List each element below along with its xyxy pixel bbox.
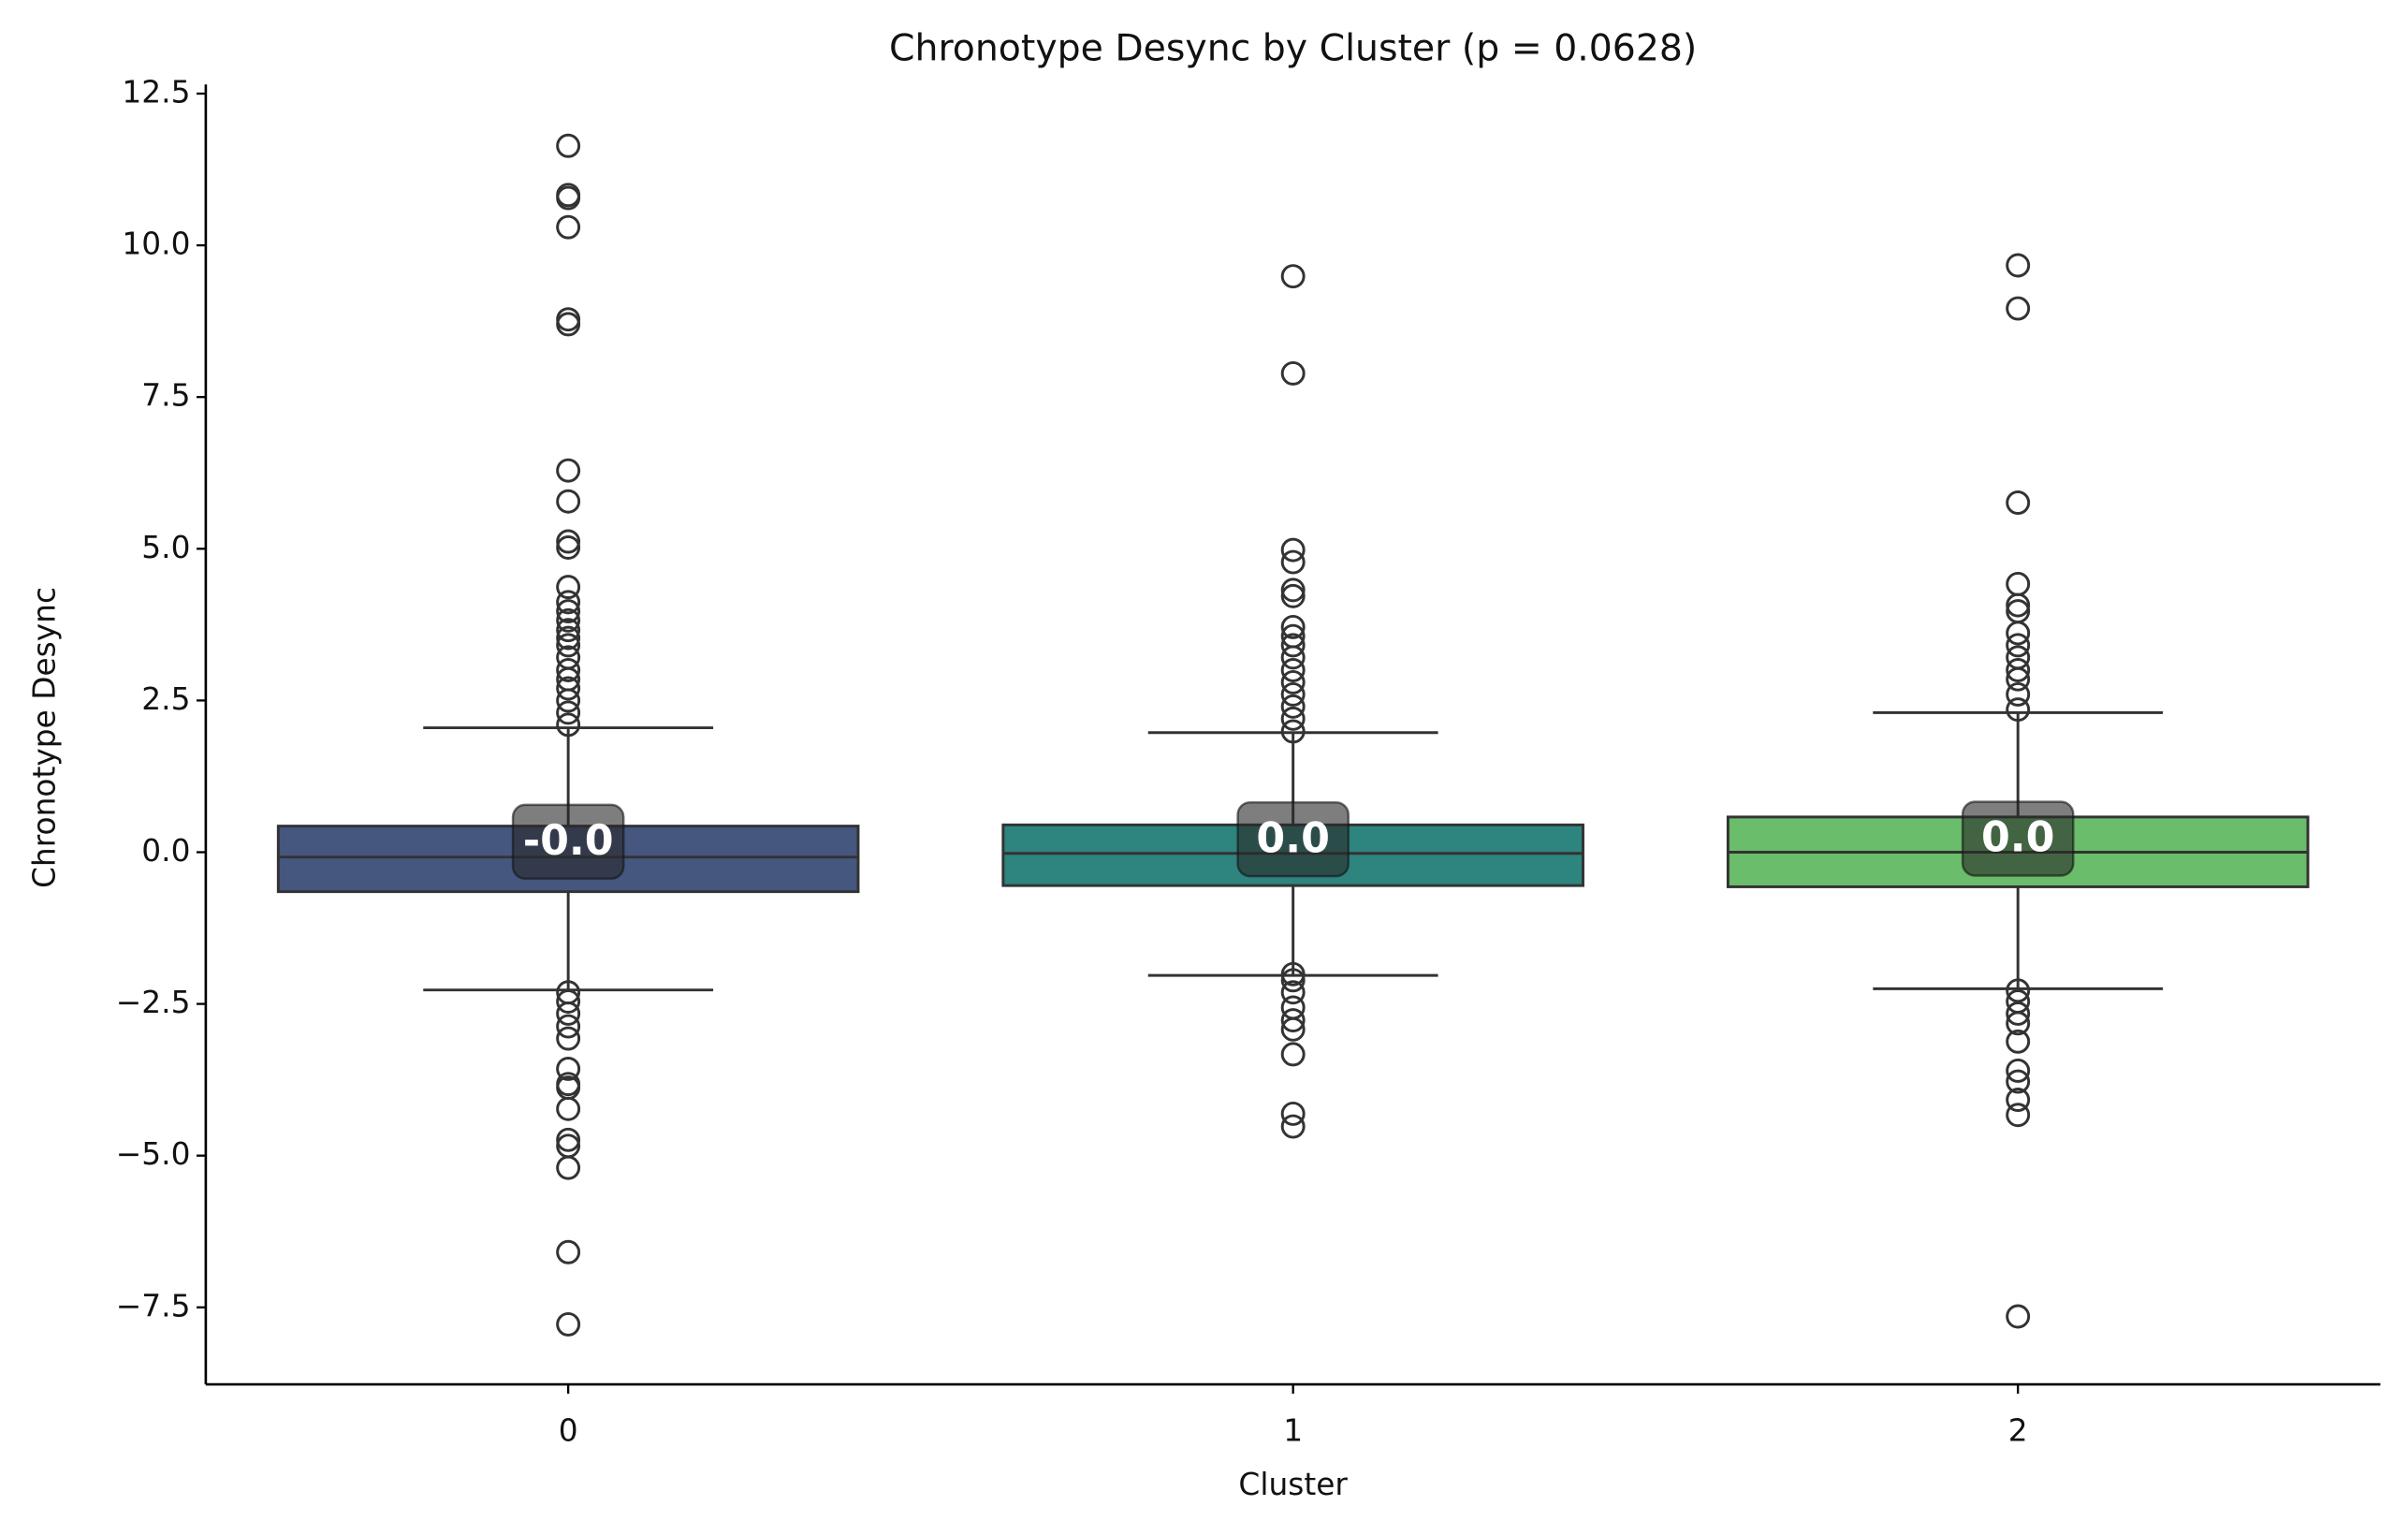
x-tick-label: 1 [1283,1413,1303,1449]
outlier [556,1155,581,1180]
y-tick-label: 7.5 [141,378,190,414]
outlier [1280,645,1306,670]
outlier [556,599,581,624]
y-tick-label: −5.0 [116,1136,191,1172]
outlier [2006,490,2031,515]
outlier [2006,1029,2031,1054]
outlier [1280,995,1306,1020]
outlier [1280,1042,1306,1067]
outlier [2006,658,2031,682]
y-tick-label: 5.0 [141,530,190,565]
outlier [1280,549,1306,575]
outlier [2006,1103,2031,1128]
outlier [1280,264,1306,289]
label-box [1236,801,1350,878]
x-tick-label: 2 [2008,1413,2028,1449]
outlier [556,1127,581,1152]
outlier [2006,296,2031,321]
outlier [556,1056,581,1081]
outlier [1280,968,1306,993]
outlier [2006,571,2031,596]
outlier [556,185,581,211]
outlier [1280,1101,1306,1126]
outlier [556,618,581,643]
y-tick-label: 10.0 [122,227,190,262]
outlier [556,633,581,658]
y-axis-label: Chronotype Desync [27,587,63,888]
outlier [1280,360,1306,386]
outlier [556,1311,581,1337]
y-tick-label: −7.5 [116,1288,191,1323]
outlier [2006,1088,2031,1112]
outlier [1280,669,1306,694]
outlier [1280,583,1306,608]
outlier [2006,978,2031,1003]
outlier [556,312,581,337]
outlier [556,575,581,600]
outlier [1280,1008,1306,1033]
outlier [556,1014,581,1039]
y-tick-label: 12.5 [122,75,190,110]
outlier [556,658,581,682]
y-tick-label: 2.5 [141,681,190,717]
outlier [556,307,581,332]
outlier [1280,1114,1306,1139]
outlier [1280,694,1306,719]
outlier [556,688,581,713]
outlier [556,535,581,560]
outlier [556,529,581,554]
value-label: 0.0 [1256,814,1329,862]
outlier [1280,719,1306,744]
outlier [1280,577,1306,603]
value-label: -0.0 [523,817,614,865]
outlier [556,625,581,651]
outlier [1280,537,1306,563]
outlier [2006,697,2031,723]
outlier [2006,681,2031,707]
outlier [2006,1304,2031,1329]
outlier [556,1026,581,1051]
outlier [556,133,581,158]
outlier [1280,658,1306,682]
outlier [2006,621,2031,646]
outlier [556,590,581,615]
outlier [1280,706,1306,731]
outlier [1280,1016,1306,1042]
x-tick-label: 0 [559,1413,578,1449]
outlier [556,712,581,738]
outlier [556,1239,581,1265]
outlier [556,1096,581,1121]
outlier [556,489,581,514]
outlier [556,676,581,701]
y-tick-label: −2.5 [116,985,191,1020]
outlier [1280,980,1306,1005]
outlier [2006,1058,2031,1083]
outlier [1280,614,1306,639]
outlier [2006,253,2031,278]
outlier [1280,633,1306,658]
outlier [556,607,581,633]
value-label: 0.0 [1981,814,2054,862]
y-tick-label: 0.0 [141,833,190,869]
outlier [2006,1069,2031,1094]
outlier [2006,633,2031,658]
outlier [2006,1001,2031,1026]
outlier [2006,1011,2031,1036]
outlier [556,989,581,1014]
outlier [2006,666,2031,692]
outlier [556,1001,581,1026]
x-axis-label: Cluster [1238,1467,1348,1502]
outlier [556,458,581,483]
label-box [1961,800,2075,877]
outlier [556,214,581,240]
outlier [1280,681,1306,707]
chart-title: Chronotype Desync by Cluster (p = 0.0628… [889,27,1697,70]
outlier [556,700,581,725]
label-box [511,803,625,880]
outlier [2006,592,2031,618]
outlier [1280,961,1306,987]
